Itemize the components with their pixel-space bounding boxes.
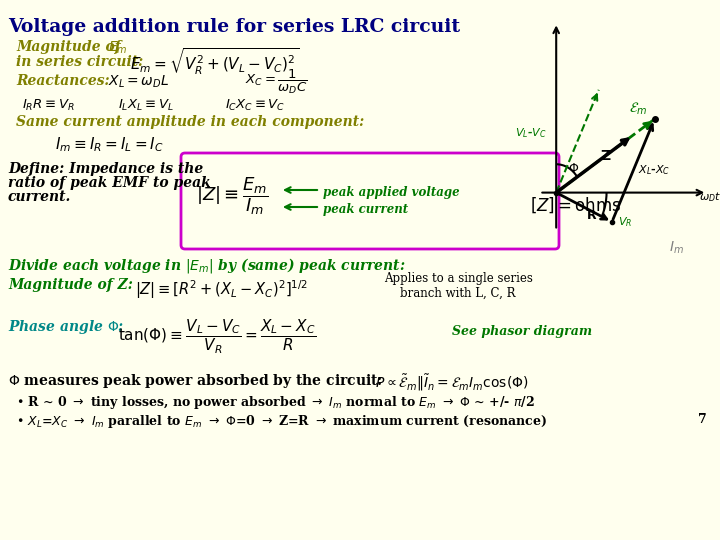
- Text: Applies to a single series
branch with L, C, R: Applies to a single series branch with L…: [384, 272, 532, 300]
- Text: $X_L = \omega_D L$: $X_L = \omega_D L$: [108, 74, 169, 90]
- Text: R: R: [587, 208, 596, 221]
- Text: $\Phi$: $\Phi$: [569, 161, 580, 174]
- Text: $E_m$: $E_m$: [108, 40, 127, 56]
- Text: $\mathcal{E}_m$: $\mathcal{E}_m$: [629, 101, 648, 117]
- Text: $I_C X_C \equiv V_C$: $I_C X_C \equiv V_C$: [225, 98, 285, 113]
- Text: $|Z| \equiv [R^2 + (X_L - X_C)^2]^{1/2}$: $|Z| \equiv [R^2 + (X_L - X_C)^2]^{1/2}$: [135, 278, 308, 301]
- Text: Magnitude of: Magnitude of: [16, 40, 125, 54]
- Text: 7: 7: [698, 413, 707, 426]
- Text: • R ~ 0 $\rightarrow$ tiny losses, no power absorbed $\rightarrow$ $I_m$ normal : • R ~ 0 $\rightarrow$ tiny losses, no po…: [16, 394, 535, 411]
- Text: Z: Z: [600, 148, 610, 163]
- Text: Divide each voltage in $|E_m|$ by (same) peak current:: Divide each voltage in $|E_m|$ by (same)…: [8, 256, 405, 275]
- Text: peak current: peak current: [323, 203, 408, 216]
- Text: $\tan(\Phi) \equiv \dfrac{V_L - V_C}{V_R} = \dfrac{X_L - X_C}{R}$: $\tan(\Phi) \equiv \dfrac{V_L - V_C}{V_R…: [118, 318, 316, 356]
- Text: $I_R R \equiv V_R$: $I_R R \equiv V_R$: [22, 98, 75, 113]
- Text: $I_m \equiv I_R = I_L = I_C$: $I_m \equiv I_R = I_L = I_C$: [55, 135, 163, 154]
- Text: $X_L$-$X_C$: $X_L$-$X_C$: [638, 164, 670, 178]
- Text: $[Z] = \mathrm{ohms}$: $[Z] = \mathrm{ohms}$: [530, 195, 621, 214]
- Text: Define: Impedance is the: Define: Impedance is the: [8, 162, 203, 176]
- Text: ratio of peak EMF to peak: ratio of peak EMF to peak: [8, 176, 211, 190]
- FancyBboxPatch shape: [181, 153, 559, 249]
- Text: Voltage addition rule for series LRC circuit: Voltage addition rule for series LRC cir…: [8, 18, 460, 36]
- Text: • $X_L$=$X_C$ $\rightarrow$ $I_m$ parallel to $E_m$ $\rightarrow$ $\Phi$=0 $\rig: • $X_L$=$X_C$ $\rightarrow$ $I_m$ parall…: [16, 413, 547, 430]
- Text: $|Z| \equiv \dfrac{E_m}{I_m}$: $|Z| \equiv \dfrac{E_m}{I_m}$: [196, 175, 269, 217]
- Text: See phasor diagram: See phasor diagram: [452, 325, 592, 338]
- Text: Phase angle $\Phi$:: Phase angle $\Phi$:: [8, 318, 125, 336]
- Text: Reactances:: Reactances:: [16, 74, 109, 88]
- Text: peak applied voltage: peak applied voltage: [323, 186, 459, 199]
- Text: $I_L X_L \equiv V_L$: $I_L X_L \equiv V_L$: [118, 98, 174, 113]
- Text: current.: current.: [8, 190, 71, 204]
- Text: $\omega_D t$: $\omega_D t$: [699, 190, 720, 204]
- Text: $V_R$: $V_R$: [618, 215, 632, 229]
- Text: $P \propto \tilde{\mathcal{E}}_m \| \tilde{I}_n = \mathcal{E}_m I_m \cos(\Phi)$: $P \propto \tilde{\mathcal{E}}_m \| \til…: [375, 372, 528, 393]
- Text: $I_m$: $I_m$: [670, 240, 684, 256]
- Text: Magnitude of Z:: Magnitude of Z:: [8, 278, 133, 292]
- Text: Same current amplitude in each component:: Same current amplitude in each component…: [16, 115, 364, 129]
- Text: $X_C = \dfrac{1}{\omega_D C}$: $X_C = \dfrac{1}{\omega_D C}$: [245, 68, 307, 96]
- Text: $\Phi$ measures peak power absorbed by the circuit:: $\Phi$ measures peak power absorbed by t…: [8, 372, 383, 390]
- Text: in series circuit:: in series circuit:: [16, 55, 143, 69]
- Text: $V_L$-$V_C$: $V_L$-$V_C$: [515, 126, 546, 140]
- Text: $E_m = \sqrt{V_R^2 + (V_L - V_C)^2}$: $E_m = \sqrt{V_R^2 + (V_L - V_C)^2}$: [130, 47, 299, 77]
